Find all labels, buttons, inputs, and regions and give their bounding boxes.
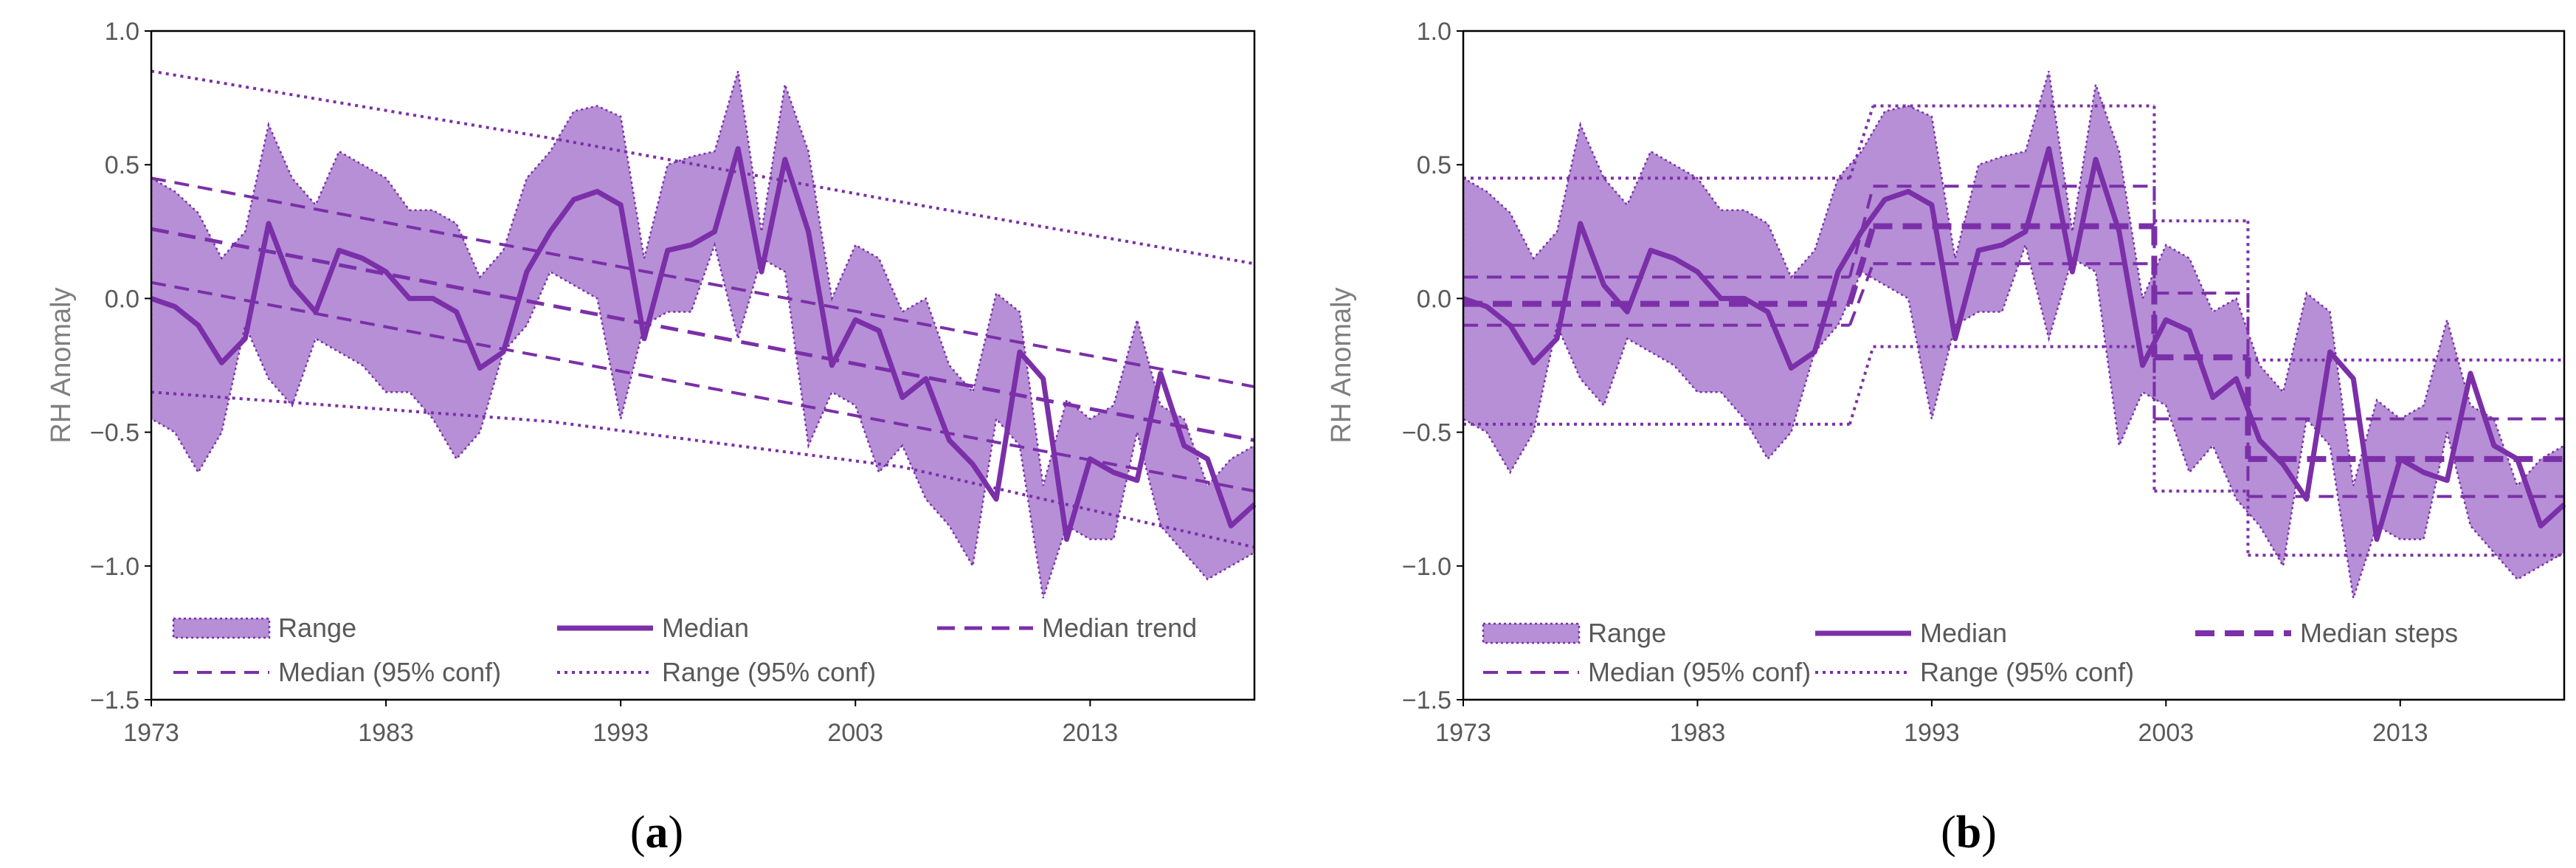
legend-label: Range (95% conf): [662, 657, 876, 687]
median-95-conf-upper: [151, 176, 1254, 388]
y-tick-label: −0.5: [90, 419, 139, 447]
median-95-conf-upper-seg: [1848, 185, 1875, 278]
x-tick-label: 1973: [1435, 719, 1491, 747]
y-tick-label: 0.5: [105, 151, 139, 179]
y-axis-title: RH Anomaly: [1326, 287, 1357, 443]
plot-frame: [1462, 30, 2566, 701]
y-tick-label: −1.5: [1402, 686, 1451, 714]
x-tick-label: 2003: [2138, 719, 2195, 747]
legend-label: Median trend: [1042, 613, 1197, 643]
x-tick-label: 1983: [1670, 719, 1726, 747]
median-95-conf-lower-seg: [1848, 263, 1875, 326]
legend-label: Range (95% conf): [1920, 657, 2134, 687]
y-tick-label: −0.5: [1402, 419, 1451, 447]
y-tick-label: −1.0: [1402, 553, 1451, 581]
median-trend: [151, 227, 1254, 442]
x-tick-label: 1983: [358, 719, 414, 747]
y-tick-label: 0.5: [1417, 151, 1451, 179]
legend-label: Median: [1920, 618, 2007, 648]
median-line: [1462, 146, 2566, 542]
legend-item-median: Median: [1815, 618, 2007, 648]
legend-item-median: Median: [557, 613, 749, 643]
legend-swatch: [1482, 622, 1581, 644]
legend-label: Median: [662, 613, 749, 643]
legend-label: Median (95% conf): [278, 657, 501, 687]
legend-item-rangeconf: Range (95% conf): [1815, 657, 2134, 687]
panel-caption: (b): [1941, 807, 1997, 858]
y-tick-label: −1.5: [90, 686, 139, 714]
x-tick-label: 1993: [593, 719, 649, 747]
legend-item-range: Range: [172, 613, 356, 643]
legend-item-trend: Median trend: [937, 613, 1197, 643]
median-steps-seg: [1846, 225, 1876, 305]
y-tick-label: −1.0: [90, 553, 139, 581]
legend-item-medconf: Median (95% conf): [173, 657, 501, 687]
y-tick-label: 1.0: [1417, 18, 1451, 46]
legend-swatch: [172, 617, 271, 639]
y-tick-label: 1.0: [105, 18, 139, 46]
legend-label: Range: [278, 613, 356, 643]
x-tick-label: 2013: [2372, 719, 2428, 747]
panel-caption: (a): [630, 807, 683, 858]
median-95-conf-lower: [151, 280, 1254, 493]
x-tick-label: 2013: [1063, 719, 1119, 747]
legend-label: Median (95% conf): [1588, 657, 1811, 687]
legend-item-medconf: Median (95% conf): [1483, 657, 1811, 687]
y-tick-label: 0.0: [105, 285, 139, 313]
range-95-conf-upper: [151, 69, 1254, 266]
legend-item-steps: Median steps: [2195, 618, 2458, 648]
legend-item-range: Range: [1482, 618, 1666, 648]
range-95-conf-lower-seg: [1848, 346, 1875, 425]
plot-frame: [150, 30, 1256, 701]
legend-item-rangeconf: Range (95% conf): [557, 657, 876, 687]
range-95-conf-lower: [151, 390, 1254, 549]
chart-panel-b: 1.0 0.5 0.0 −0.5 −1.0 −1.5 1973 1983 1993 2003 201…: [1326, 18, 2566, 858]
y-tick-label: 0.0: [1417, 285, 1451, 313]
x-tick-label: 1993: [1904, 719, 1960, 747]
range-band: [1463, 71, 2564, 599]
chart-panel-a: 1.0 0.5 0.0 −0.5 −1.0 −1.5 1973 1983 1993 2003 201…: [46, 18, 1257, 858]
legend-label: Range: [1588, 618, 1666, 648]
y-axis-title: RH Anomaly: [46, 287, 77, 443]
range-95-conf-upper-seg: [1848, 105, 1875, 179]
x-tick-label: 1973: [123, 719, 179, 747]
median-line: [150, 146, 1257, 542]
range-band: [151, 71, 1254, 599]
legend-label: Median steps: [2300, 618, 2458, 648]
x-tick-label: 2003: [827, 719, 883, 747]
